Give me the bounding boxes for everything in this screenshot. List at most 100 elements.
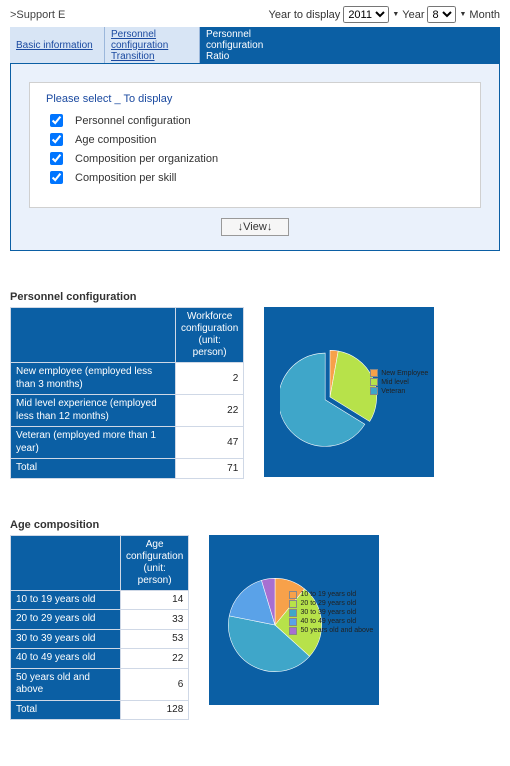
month-unit: Month — [469, 9, 500, 21]
section-title: Age composition — [10, 519, 500, 531]
tab-personnel-transition[interactable]: Personnel configuration Transition — [105, 27, 200, 63]
tab-basic-info[interactable]: Basic information — [10, 27, 105, 63]
total-value: 128 — [121, 700, 189, 720]
section-body: Ageconfiguration(unit: person)10 to 19 y… — [10, 535, 500, 721]
tab-bar: Basic information Personnel configuratio… — [10, 27, 500, 63]
row-label: Mid level experience (employed less than… — [11, 395, 176, 427]
table-header: Ageconfiguration(unit: person) — [121, 535, 189, 590]
report-section: Personnel configuration Workforceconfigur… — [10, 291, 500, 479]
section-body: Workforceconfiguration(unit: person)New … — [10, 307, 500, 479]
option-label: Age composition — [75, 134, 156, 146]
table-row: Veteran (employed more than 1 year)47 — [11, 427, 244, 459]
option-checkbox[interactable] — [50, 171, 63, 184]
month-select[interactable]: 8 — [427, 6, 456, 23]
table-row: 40 to 49 years old22 — [11, 649, 189, 669]
dropdown-icon: ▼ — [459, 11, 466, 18]
chart-legend: 10 to 19 years old 20 to 29 years old 30 t… — [289, 591, 373, 635]
row-value: 2 — [176, 363, 244, 395]
tab-label: Basic information — [16, 40, 98, 51]
year-unit: Year — [402, 9, 424, 21]
legend-item: 30 to 39 years old — [289, 609, 373, 617]
data-table: Ageconfiguration(unit: person)10 to 19 y… — [10, 535, 189, 721]
row-value: 53 — [121, 629, 189, 649]
legend-item: 50 years old and above — [289, 627, 373, 635]
total-label: Total — [11, 459, 176, 479]
total-label: Total — [11, 700, 121, 720]
report-section: Age composition Ageconfiguration(unit: pe… — [10, 519, 500, 721]
legend-label: New Employee — [381, 370, 428, 377]
table-row: New employee (employed less than 3 month… — [11, 363, 244, 395]
table-header-empty — [11, 535, 121, 590]
option-checkbox[interactable] — [50, 114, 63, 127]
legend-label: 20 to 29 years old — [300, 600, 356, 607]
view-button[interactable]: ↓View↓ — [221, 218, 290, 236]
chart-legend: New Employee Mid level Veteran — [370, 369, 428, 395]
tab-label: Personnel — [206, 29, 289, 40]
legend-swatch — [370, 387, 378, 395]
row-label: 30 to 39 years old — [11, 629, 121, 649]
tab-label: Personnel — [111, 29, 193, 40]
legend-swatch — [370, 369, 378, 377]
row-label: New employee (employed less than 3 month… — [11, 363, 176, 395]
dropdown-icon: ▼ — [392, 11, 399, 18]
option-checkbox[interactable] — [50, 152, 63, 165]
legend-swatch — [289, 591, 297, 599]
legend-label: 50 years old and above — [300, 627, 373, 634]
option-row: Composition per skill — [46, 168, 464, 187]
row-label: 20 to 29 years old — [11, 610, 121, 630]
legend-label: Mid level — [381, 379, 409, 386]
tab-label: configuration Transition — [111, 40, 193, 62]
year-label: Year to display — [269, 9, 341, 21]
row-value: 33 — [121, 610, 189, 630]
legend-item: Mid level — [370, 378, 428, 386]
legend-swatch — [370, 378, 378, 386]
data-table: Workforceconfiguration(unit: person)New … — [10, 307, 244, 479]
row-label: Veteran (employed more than 1 year) — [11, 427, 176, 459]
row-label: 40 to 49 years old — [11, 649, 121, 669]
table-row: 20 to 29 years old33 — [11, 610, 189, 630]
row-value: 22 — [121, 649, 189, 669]
legend-label: 40 to 49 years old — [300, 618, 356, 625]
table-header-empty — [11, 308, 176, 363]
table-header: Workforceconfiguration(unit: person) — [176, 308, 244, 363]
legend-item: 10 to 19 years old — [289, 591, 373, 599]
legend-item: New Employee — [370, 369, 428, 377]
legend-swatch — [289, 627, 297, 635]
panel-title: Please select _ To display — [46, 93, 464, 105]
tab-personnel-ratio: Personnel configuration Ratio — [200, 27, 295, 63]
legend-label: Veteran — [381, 388, 405, 395]
row-value: 22 — [176, 395, 244, 427]
option-row: Personnel configuration — [46, 111, 464, 130]
table-row: Mid level experience (employed less than… — [11, 395, 244, 427]
year-select[interactable]: 2011 — [343, 6, 389, 23]
pie-chart: New Employee Mid level Veteran — [264, 307, 434, 477]
table-total-row: Total128 — [11, 700, 189, 720]
option-label: Personnel configuration — [75, 115, 191, 127]
year-selector: Year to display 2011 ▼ Year 8 ▼ Month — [269, 6, 500, 23]
row-value: 6 — [121, 668, 189, 700]
legend-item: 40 to 49 years old — [289, 618, 373, 626]
display-options-panel: Please select _ To display Personnel con… — [10, 63, 500, 251]
tab-label: configuration Ratio — [206, 40, 289, 62]
legend-label: 30 to 39 years old — [300, 609, 356, 616]
row-value: 14 — [121, 590, 189, 610]
row-value: 47 — [176, 427, 244, 459]
legend-item: Veteran — [370, 387, 428, 395]
table-row: 50 years old and above6 — [11, 668, 189, 700]
pie-chart: 10 to 19 years old 20 to 29 years old 30 t… — [209, 535, 379, 705]
breadcrumb: >Support E — [10, 9, 65, 21]
table-row: 30 to 39 years old53 — [11, 629, 189, 649]
pie-wrap — [280, 347, 380, 450]
option-label: Composition per skill — [75, 172, 176, 184]
table-total-row: Total71 — [11, 459, 244, 479]
section-title: Personnel configuration — [10, 291, 500, 303]
table-row: 10 to 19 years old14 — [11, 590, 189, 610]
option-row: Age composition — [46, 130, 464, 149]
legend-swatch — [289, 618, 297, 626]
legend-label: 10 to 19 years old — [300, 591, 356, 598]
legend-item: 20 to 29 years old — [289, 600, 373, 608]
legend-swatch — [289, 600, 297, 608]
legend-swatch — [289, 609, 297, 617]
row-label: 50 years old and above — [11, 668, 121, 700]
option-checkbox[interactable] — [50, 133, 63, 146]
